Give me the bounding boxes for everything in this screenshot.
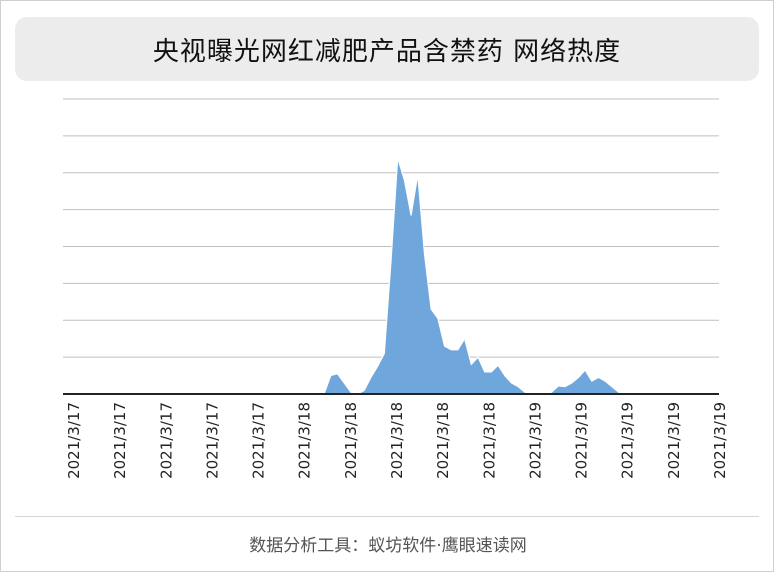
footer-divider (15, 516, 759, 517)
x-tick-label: 2021/3/19 (665, 402, 683, 479)
x-tick-label: 2021/3/18 (434, 402, 452, 479)
x-tick-label: 2021/3/18 (388, 402, 406, 479)
area-chart: 2021/3/17 2021/3/17 2021/3/17 2021/3/17 2021… (62, 98, 729, 479)
x-tick-label: 2021/3/19 (573, 402, 591, 479)
x-tick-label: 2021/3/17 (250, 402, 268, 479)
title-banner: 央视曝光网红减肥产品含禁药 网络热度 (15, 17, 759, 81)
x-tick-label: 2021/3/17 (157, 402, 175, 479)
x-tick-label: 2021/3/18 (296, 402, 314, 479)
x-axis-tick-labels: 2021/3/17 2021/3/17 2021/3/17 2021/3/17 2021… (65, 402, 729, 479)
x-tick-label: 2021/3/19 (711, 402, 729, 479)
x-tick-label: 2021/3/19 (619, 402, 637, 479)
footer-credit: 数据分析工具：蚁坊软件·鹰眼速读网 (249, 536, 527, 556)
series-area (62, 157, 720, 395)
x-tick-label: 2021/3/19 (526, 402, 544, 479)
chart-title: 央视曝光网红减肥产品含禁药 网络热度 (152, 36, 622, 67)
x-tick-label: 2021/3/17 (111, 402, 129, 479)
x-tick-label: 2021/3/17 (65, 402, 83, 479)
x-tick-label: 2021/3/18 (342, 402, 360, 479)
x-tick-label: 2021/3/18 (480, 402, 498, 479)
x-tick-label: 2021/3/17 (203, 402, 221, 479)
